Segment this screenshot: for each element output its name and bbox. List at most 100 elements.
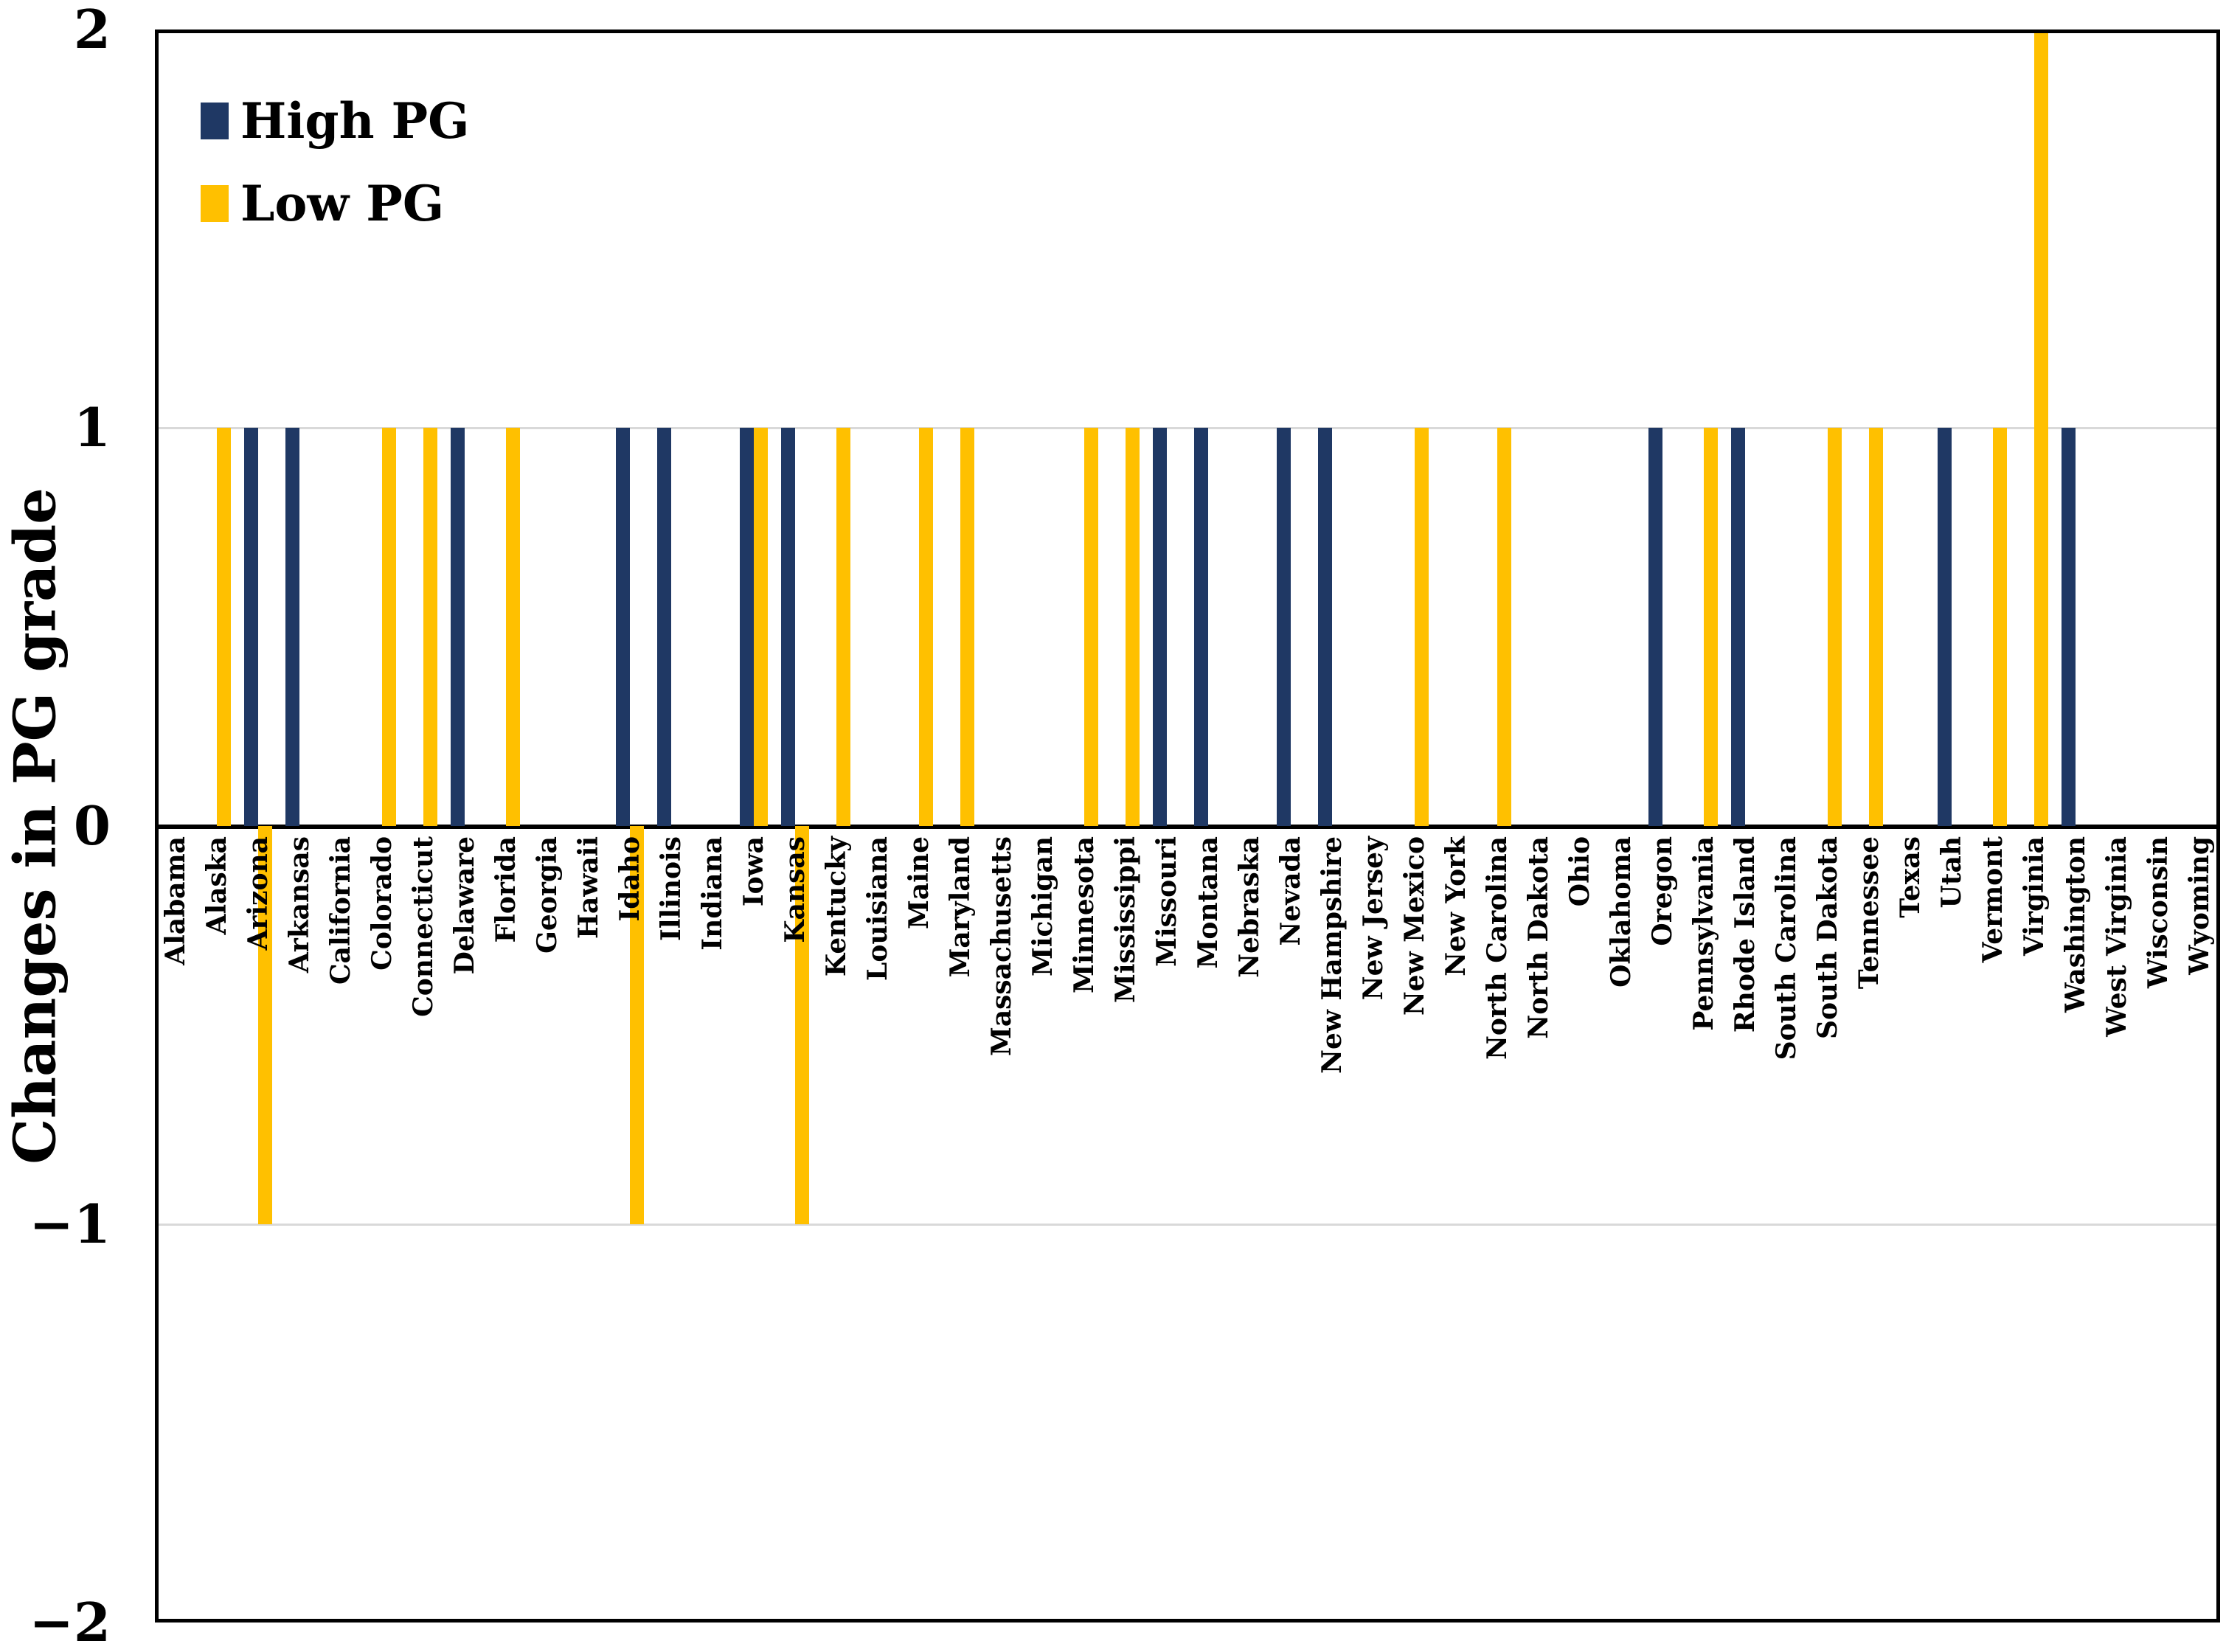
x-axis-label-new-hampshire: New Hampshire — [1317, 836, 1348, 1074]
bar-low-pg-alaska — [217, 428, 231, 826]
x-axis-label-indiana: Indiana — [697, 836, 728, 951]
bar-high-pg-iowa — [740, 428, 754, 826]
bar-low-pg-idaho — [630, 826, 644, 1224]
x-axis-label-louisiana: Louisiana — [862, 836, 893, 981]
x-axis-label-colorado: Colorado — [367, 836, 398, 971]
y-axis-tick-label: 2 — [73, 0, 111, 60]
x-axis-label-ohio: Ohio — [1564, 836, 1595, 907]
bar-high-pg-illinois — [657, 428, 671, 826]
bar-high-pg-idaho — [616, 428, 630, 826]
x-axis-label-tennessee: Tennessee — [1854, 836, 1884, 990]
x-axis-label-florida: Florida — [490, 836, 521, 943]
bar-low-pg-minnesota — [1084, 428, 1098, 826]
gridline-y--1 — [155, 1224, 2220, 1226]
bar-high-pg-washington — [2062, 428, 2076, 826]
bar-high-pg-arizona — [244, 428, 258, 826]
x-axis-label-new-mexico: New Mexico — [1399, 836, 1430, 1016]
x-axis-label-mississippi: Mississippi — [1110, 836, 1141, 1003]
x-axis-label-missouri: Missouri — [1151, 836, 1182, 967]
x-axis-label-north-dakota: North Dakota — [1523, 836, 1554, 1039]
legend-item-high-pg: High PG — [201, 97, 470, 145]
x-axis-label-hawaii: Hawaii — [573, 836, 604, 940]
x-axis-label-nevada: Nevada — [1275, 836, 1306, 946]
x-axis-label-maryland: Maryland — [945, 836, 976, 978]
legend-label-low-pg: Low PG — [240, 175, 445, 232]
gridline-y-1 — [155, 427, 2220, 429]
bar-high-pg-rhode-island — [1731, 428, 1745, 826]
x-axis-label-massachusetts: Massachusetts — [986, 836, 1017, 1057]
legend-item-low-pg: Low PG — [201, 179, 470, 228]
bar-low-pg-pennsylvania — [1704, 428, 1718, 826]
x-axis-label-minnesota: Minnesota — [1069, 836, 1100, 994]
x-axis-label-south-dakota: South Dakota — [1812, 836, 1843, 1039]
y-axis-tick-label: 0 — [73, 794, 111, 857]
y-axis-tick-label: −2 — [29, 1591, 111, 1652]
x-axis-label-oregon: Oregon — [1647, 836, 1678, 946]
x-axis-label-vermont: Vermont — [1977, 836, 2008, 963]
bar-high-pg-kansas — [781, 428, 795, 826]
x-axis-label-alabama: Alabama — [160, 836, 191, 965]
bar-low-pg-colorado — [382, 428, 396, 826]
bar-low-pg-virginia — [2034, 30, 2048, 826]
y-axis-tick-label: −1 — [29, 1193, 111, 1255]
bar-low-pg-connecticut — [423, 428, 437, 826]
x-axis-labels: Alabama Alaska Arizona Arkansas California Co… — [155, 30, 2220, 1622]
x-axis-label-west-virginia: West Virginia — [2101, 836, 2132, 1037]
x-axis-label-iowa: Iowa — [738, 836, 769, 907]
plot-area: Alabama Alaska Arizona Arkansas California Co… — [155, 30, 2220, 1622]
bar-low-pg-mississippi — [1126, 428, 1140, 826]
x-axis-label-new-jersey: New Jersey — [1358, 836, 1389, 1001]
bar-high-pg-nevada — [1277, 428, 1291, 826]
x-axis-label-virginia: Virginia — [2019, 836, 2050, 956]
bar-low-pg-south-dakota — [1828, 428, 1842, 826]
x-axis-label-maine: Maine — [904, 836, 935, 929]
bar-low-pg-florida — [506, 428, 520, 826]
x-axis-label-washington: Washington — [2060, 836, 2091, 1013]
bar-low-pg-kansas — [795, 826, 809, 1224]
x-axis-label-rhode-island: Rhode Island — [1730, 836, 1761, 1033]
legend-swatch-low-pg-icon — [201, 185, 229, 222]
bar-low-pg-arizona — [258, 826, 272, 1224]
x-axis-label-south-carolina: South Carolina — [1771, 836, 1802, 1061]
legend-label-high-pg: High PG — [240, 92, 470, 150]
bar-low-pg-north-carolina — [1497, 428, 1511, 826]
bar-high-pg-missouri — [1153, 428, 1167, 826]
x-axis-label-arkansas: Arkansas — [284, 836, 315, 974]
x-axis-label-texas: Texas — [1895, 836, 1926, 918]
x-axis-label-new-york: New York — [1440, 836, 1471, 976]
x-axis-label-california: California — [325, 836, 356, 985]
bar-high-pg-arkansas — [285, 428, 299, 826]
x-axis-zero-line — [155, 825, 2220, 829]
bar-high-pg-delaware — [451, 428, 465, 826]
bar-low-pg-vermont — [1993, 428, 2007, 826]
x-axis-label-illinois: Illinois — [656, 836, 687, 941]
bar-high-pg-utah — [1938, 428, 1952, 826]
bar-low-pg-new-mexico — [1415, 428, 1429, 826]
x-axis-label-pennsylvania: Pennsylvania — [1688, 836, 1719, 1031]
y-axis-tick-label: 1 — [73, 396, 111, 459]
x-axis-label-kentucky: Kentucky — [821, 836, 852, 977]
x-axis-label-utah: Utah — [1936, 836, 1967, 909]
bar-high-pg-oregon — [1648, 428, 1662, 826]
bar-low-pg-iowa — [754, 428, 768, 826]
legend: High PG Low PG — [201, 97, 470, 267]
x-axis-label-wyoming: Wyoming — [2184, 836, 2215, 975]
x-axis-label-wisconsin: Wisconsin — [2143, 836, 2174, 988]
bar-low-pg-maine — [919, 428, 933, 826]
x-axis-label-idaho: Idaho — [614, 836, 645, 922]
x-axis-label-michigan: Michigan — [1027, 836, 1058, 976]
x-axis-label-connecticut: Connecticut — [408, 836, 439, 1017]
x-axis-label-kansas: Kansas — [780, 836, 811, 943]
x-axis-label-nebraska: Nebraska — [1234, 836, 1265, 978]
x-axis-label-alaska: Alaska — [201, 836, 232, 935]
bar-low-pg-tennessee — [1869, 428, 1883, 826]
bar-high-pg-new-hampshire — [1318, 428, 1332, 826]
x-axis-label-georgia: Georgia — [532, 836, 563, 954]
bar-high-pg-montana — [1194, 428, 1208, 826]
x-axis-label-delaware: Delaware — [449, 836, 480, 975]
x-axis-label-oklahoma: Oklahoma — [1606, 836, 1637, 988]
legend-swatch-high-pg-icon — [201, 103, 229, 139]
x-axis-label-north-carolina: North Carolina — [1482, 836, 1513, 1061]
x-axis-label-arizona: Arizona — [243, 836, 274, 951]
